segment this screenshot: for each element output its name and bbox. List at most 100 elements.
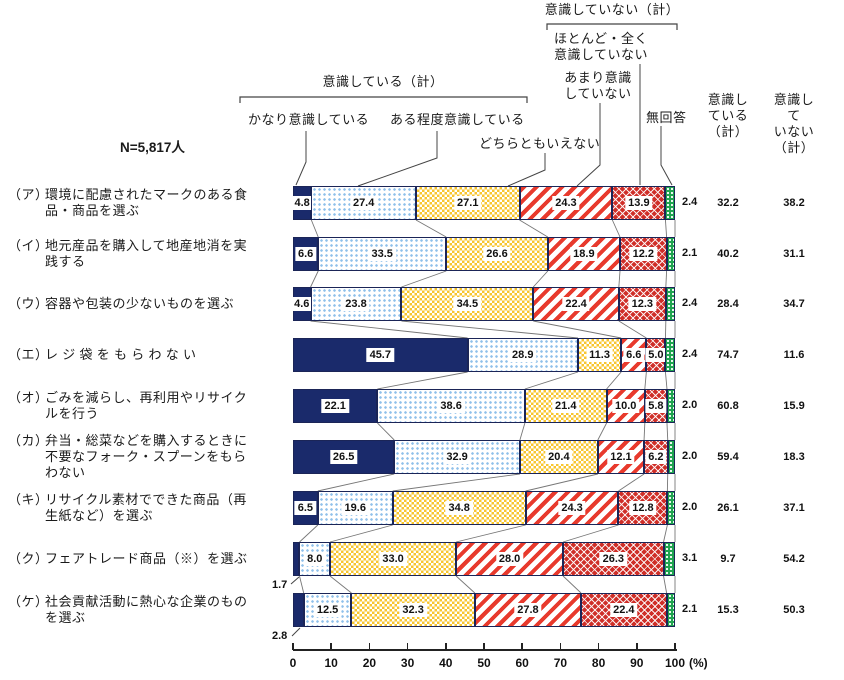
x-axis-tick-label: 40: [439, 656, 453, 670]
aware-total-value: 40.2: [717, 248, 739, 260]
bar-segment-no-answer: [667, 491, 675, 525]
segment-value-label: 32.3: [399, 603, 427, 617]
row-kana-marker: （ア）: [8, 187, 49, 202]
row-label-text: レ ジ 袋 を も ら わ な い: [45, 347, 197, 362]
x-axis-line: [293, 649, 677, 651]
boundary-connector-line: [299, 575, 305, 594]
boundary-connector-line: [519, 422, 526, 441]
segment-value-label: 28.0: [495, 552, 524, 566]
x-axis-tick: [597, 643, 600, 650]
bar-row: 4.6 23.8 34.5 22.4 12.3: [291, 287, 675, 321]
x-axis-tick-label: 50: [477, 656, 491, 670]
bar-segment-strongly: [293, 593, 304, 627]
unaware-total-value: 50.3: [783, 604, 805, 616]
row-kana-marker: （オ）: [8, 390, 49, 405]
boundary-connector-line: [401, 320, 579, 339]
aware-total-value: 59.4: [717, 451, 739, 463]
unaware-total-value: 38.2: [783, 197, 805, 209]
aware-total-value: 60.8: [717, 400, 739, 412]
x-axis-tick-label: 10: [324, 656, 338, 670]
legend-unaware-total: 意識していない（計）: [544, 2, 680, 17]
boundary-connector-line: [533, 320, 622, 339]
segment-value-label: 32.9: [443, 450, 471, 464]
boundary-connector-line: [310, 270, 319, 288]
bar-row: 4.8 27.4 27.1 24.3 13.9: [291, 186, 675, 220]
row-label-text: 社会貢献活動に熱心な企業のもの を選ぶ: [45, 594, 248, 625]
x-axis-tick-label: 90: [630, 656, 644, 670]
segment-value-label: 6.2: [645, 450, 667, 464]
no-answer-value: 2.4: [682, 297, 698, 309]
boundary-connector-line: [618, 320, 647, 339]
below-label-leader-ku: [290, 576, 300, 585]
bar-segment-no-answer: [665, 287, 675, 321]
no-answer-value: 2.0: [682, 399, 698, 411]
segment-value-label: 19.6: [341, 501, 369, 515]
row-label: （イ） 地元産品を購入して地産地消を実 践する: [8, 238, 290, 270]
unaware-total-column-header: 意識して いない （計）: [773, 92, 815, 155]
no-answer-value: 2.1: [682, 603, 698, 615]
bar-segment-no-answer: [666, 237, 675, 271]
bar-segment-no-answer: [666, 593, 675, 627]
bar-row: 22.1 38.6 21.4 10.0 5.8: [293, 389, 675, 423]
segment-value-label: 27.4: [349, 196, 378, 210]
x-axis-tick-label: 60: [515, 656, 529, 670]
no-answer-value: 3.1: [682, 552, 698, 564]
segment-value-label: 1.7: [272, 579, 288, 591]
boundary-connector-line: [299, 524, 319, 543]
row-label-text: ごみを減らし、再利用やリサイク ルを行う: [45, 390, 248, 421]
unaware-total-value: 34.7: [783, 298, 805, 310]
row-kana-marker: （ケ）: [8, 594, 49, 609]
bar-segment-not-at-all: [618, 287, 666, 321]
row-kana-marker: （カ）: [8, 433, 49, 448]
x-axis-tick: [406, 643, 409, 650]
bar-row: 6.6 33.5 26.6 18.9 12.2: [293, 237, 675, 271]
boundary-connector-line: [665, 371, 668, 390]
boundary-connector-line: [317, 473, 395, 492]
aware-total-column-header: 意識し ている （計）: [707, 92, 749, 139]
segment-value-label: 10.0: [612, 399, 640, 413]
x-axis-tick: [483, 643, 485, 650]
segment-value-label: 33.5: [368, 247, 396, 261]
segment-value-label: 13.9: [625, 196, 653, 210]
x-axis-tick: [445, 643, 447, 650]
segment-value-label: 21.4: [552, 399, 580, 413]
x-axis-tick-label: 70: [553, 656, 568, 670]
segment-value-label: 6.5: [294, 501, 317, 515]
segment-value-label: 8.0: [304, 552, 326, 566]
boundary-connector-line: [456, 524, 526, 543]
segment-value-label: 2.8: [272, 630, 288, 642]
legend-somewhat: ある程度意識している: [390, 112, 525, 127]
boundary-connector-line: [392, 473, 520, 492]
row-kana-marker: （イ）: [8, 238, 49, 253]
segment-value-label: 6.6: [623, 348, 645, 362]
row-label: （エ）レ ジ 袋 を も ら わ な い: [8, 347, 290, 363]
aware-total-value: 32.2: [717, 197, 739, 209]
aware-total-value: 74.7: [717, 349, 739, 361]
segment-value-label: 24.3: [558, 501, 586, 515]
x-axis-unit: (%): [689, 656, 708, 670]
segment-value-label: 12.5: [313, 603, 342, 617]
bar-segment-not-much: [474, 593, 582, 627]
aware-total-value: 28.4: [717, 298, 739, 310]
bar-row: 45.7 28.9 11.3 6.6 5.0: [293, 338, 675, 372]
bar-segment-no-answer: [665, 186, 675, 220]
row-label-text: 環境に配慮されたマークのある食 品・商品を選ぶ: [45, 187, 248, 218]
below-label-leader-ke: [291, 627, 301, 637]
x-axis-tick: [292, 643, 294, 650]
segment-value-label: 34.8: [445, 501, 473, 515]
unaware-total-bracket: [546, 23, 678, 30]
segment-value-label: 6.6: [294, 247, 317, 261]
boundary-connector-line: [524, 371, 579, 390]
legend-not-much: あまり意識 していない: [564, 70, 632, 101]
boundary-connector-line: [597, 422, 608, 441]
unaware-total-value: 31.1: [783, 248, 805, 260]
bar-row: 26.5 32.9 20.4 12.1 6.2: [293, 440, 676, 474]
bar-row: 1.7 8.0 33.0 28.0 26.3: [272, 542, 676, 591]
legend-not-at-all: ほとんど・全く 意識していない: [553, 31, 649, 62]
boundary-connector-line: [401, 270, 447, 288]
row-kana-marker: （エ）: [8, 347, 49, 362]
legend-aware-total: 意識している（計）: [322, 74, 444, 89]
segment-value-label: 28.9: [509, 348, 537, 362]
bar-row: 2.8 12.5 32.3 27.8 22.4: [272, 593, 675, 642]
